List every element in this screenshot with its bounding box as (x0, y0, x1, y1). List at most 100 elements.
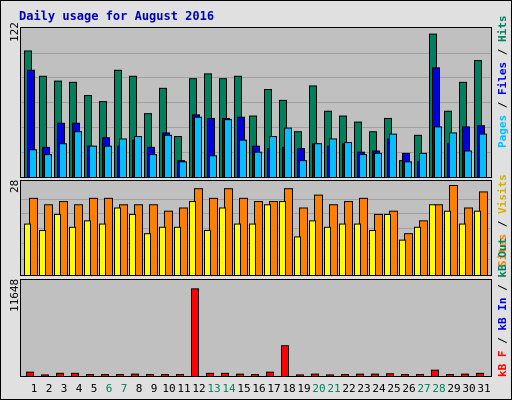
pages-bar (119, 138, 127, 179)
kbytes-bar (401, 374, 409, 378)
pages-bar (104, 145, 112, 179)
day-label: 7 (121, 382, 128, 395)
day-label: 11 (177, 382, 190, 395)
visits-bar (129, 213, 136, 277)
visits-bar (294, 236, 301, 277)
visits-bar (354, 223, 361, 276)
legend-kbout: kB Out (496, 238, 509, 278)
day-label: 3 (61, 382, 68, 395)
day-labels: 1 2 3 4 5 6 7 8 9 10 11 12 13 14 15 16 17 18 19 20 21 22 23 24 2… (31, 382, 491, 395)
day-label: 14 (222, 382, 236, 395)
visits-bar (114, 207, 121, 276)
visits-bar (429, 204, 436, 277)
visits-bar (339, 223, 346, 276)
pages-bar (59, 143, 67, 179)
day-label: 17 (267, 382, 280, 395)
pages-bar (209, 155, 217, 179)
kbytes-bar (326, 374, 334, 377)
day-label: 2 (46, 382, 53, 395)
kbytes-bar (251, 374, 259, 378)
kbytes-bar (371, 373, 379, 377)
kbytes-bar (266, 371, 274, 378)
visits-bar (369, 230, 376, 276)
pages-bar (29, 149, 37, 178)
day-label: 26 (402, 382, 415, 395)
pages-bar (464, 150, 472, 179)
kbytes-bar (476, 372, 484, 378)
visits-bar (459, 223, 466, 276)
pages-bar (239, 139, 247, 178)
day-label: 12 (192, 382, 205, 395)
pages-bar (329, 138, 337, 179)
pages-bar (164, 134, 172, 178)
visits-bar (84, 220, 91, 277)
hits-ymax-label: 122 (8, 22, 21, 42)
visits-bar (234, 223, 241, 276)
kbytes-bar (56, 372, 64, 378)
day-label: 28 (432, 382, 445, 395)
kbytes-bar (146, 374, 154, 378)
legend-sites: Sites (496, 234, 509, 267)
day-label: 15 (237, 382, 250, 395)
day-label: 10 (162, 382, 175, 395)
day-label: 6 (106, 382, 113, 395)
visits-bar (264, 204, 271, 277)
kbytes-bar (236, 373, 244, 377)
kbytes-bar (191, 288, 199, 378)
visits-bar (399, 239, 406, 276)
visits-bar (189, 201, 196, 276)
day-label: 19 (297, 382, 310, 395)
day-label: 20 (312, 382, 325, 395)
day-label: 25 (387, 382, 400, 395)
kbytes-bar (161, 374, 169, 378)
day-label: 31 (477, 382, 490, 395)
pages-bar (89, 145, 97, 179)
kbytes-bar (86, 374, 94, 378)
pages-bar (179, 161, 187, 178)
pages-bar (449, 132, 457, 178)
day-label: 22 (342, 382, 355, 395)
legend-pages: Pages (496, 115, 509, 148)
kbytes-bar (431, 369, 439, 377)
day-label: 9 (151, 382, 158, 395)
kbytes-bar (356, 373, 364, 377)
visits-bar (174, 226, 181, 277)
mid-legend: Sites / Visits (496, 174, 509, 267)
kbytes-bar (41, 374, 49, 377)
kbytes-bar (221, 372, 229, 378)
day-label: 30 (462, 382, 475, 395)
day-label: 1 (31, 382, 38, 395)
kbytes-bar (26, 371, 34, 378)
kbytes-bar (296, 374, 304, 377)
kbytes-ymax-label: 11648 (8, 279, 21, 312)
kbytes-bar (116, 374, 124, 378)
pages-bar (269, 136, 277, 179)
kbytes-bar (206, 372, 214, 378)
visits-bar (414, 226, 421, 277)
pages-bar (419, 152, 427, 179)
day-label: 23 (357, 382, 370, 395)
day-label: 5 (91, 382, 98, 395)
visits-bar (69, 226, 76, 277)
day-label: 13 (207, 382, 220, 395)
bottom-legend: kB F / kB In / kB Out (496, 238, 509, 377)
pages-bar (479, 133, 487, 179)
pages-bar (44, 154, 52, 178)
day-label: 18 (282, 382, 295, 395)
pages-bar (224, 119, 232, 178)
kbytes-bar (101, 374, 109, 378)
legend-hits: Hits (496, 16, 509, 43)
visits-bar (384, 213, 391, 277)
visits-bar (309, 220, 316, 277)
pages-bar (374, 152, 382, 179)
legend-visits: Visits (496, 174, 509, 214)
visits-bar (474, 210, 481, 276)
kbytes-bar (281, 345, 289, 378)
bars (24, 33, 488, 378)
kbytes-bar (311, 373, 319, 377)
legend-kbin: kB In (496, 298, 509, 331)
kbytes-bar (416, 374, 424, 378)
day-label: 27 (417, 382, 430, 395)
kbytes-bar (446, 374, 454, 378)
